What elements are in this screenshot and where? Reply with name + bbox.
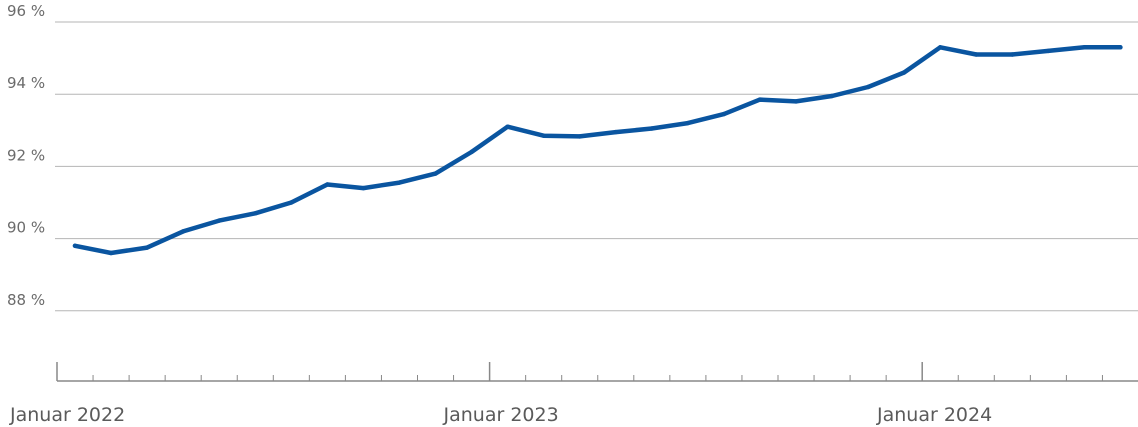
data-point <box>757 97 763 102</box>
data-point <box>361 185 366 191</box>
y-tick-label: 96 % <box>7 2 45 20</box>
data-point <box>974 52 979 57</box>
data-point <box>541 133 546 138</box>
data-point <box>685 120 690 126</box>
data-point <box>108 250 114 256</box>
data-point <box>1046 48 1051 54</box>
data-point <box>829 93 835 99</box>
x-tick-label: Januar 2024 <box>876 404 992 426</box>
data-point <box>938 45 943 50</box>
data-point <box>577 134 582 139</box>
data-point <box>613 129 618 135</box>
data-point <box>505 124 510 129</box>
series-line <box>72 45 1123 256</box>
data-point <box>1082 45 1087 50</box>
data-point <box>1010 52 1015 57</box>
y-tick-label: 94 % <box>7 74 45 92</box>
data-point <box>721 111 727 117</box>
data-point <box>180 229 186 234</box>
data-point <box>649 126 654 131</box>
data-point <box>217 218 222 223</box>
data-point <box>253 211 258 216</box>
y-axis-ticks: 88 % 90 % 92 % 94 % 96 % <box>7 2 45 309</box>
gridlines <box>55 21 1138 312</box>
data-point <box>901 70 907 75</box>
data-point <box>289 200 294 205</box>
data-point <box>793 99 799 104</box>
x-tick-label: Januar 2023 <box>443 404 559 426</box>
data-point <box>433 171 438 176</box>
y-tick-label: 92 % <box>7 146 45 164</box>
data-point <box>1118 45 1123 50</box>
y-tick-label: 88 % <box>7 291 45 309</box>
data-point <box>72 243 78 248</box>
data-point <box>397 180 402 185</box>
data-point <box>325 182 330 187</box>
x-tick-label: Januar 2022 <box>9 404 125 426</box>
x-axis-labels: Januar 2022 Januar 2023 Januar 2024 <box>9 404 992 426</box>
data-point <box>144 245 150 250</box>
data-point <box>865 84 871 90</box>
plot-area <box>72 45 1123 256</box>
x-axis <box>56 362 1138 382</box>
data-point <box>469 149 474 155</box>
y-tick-label: 90 % <box>7 219 45 237</box>
